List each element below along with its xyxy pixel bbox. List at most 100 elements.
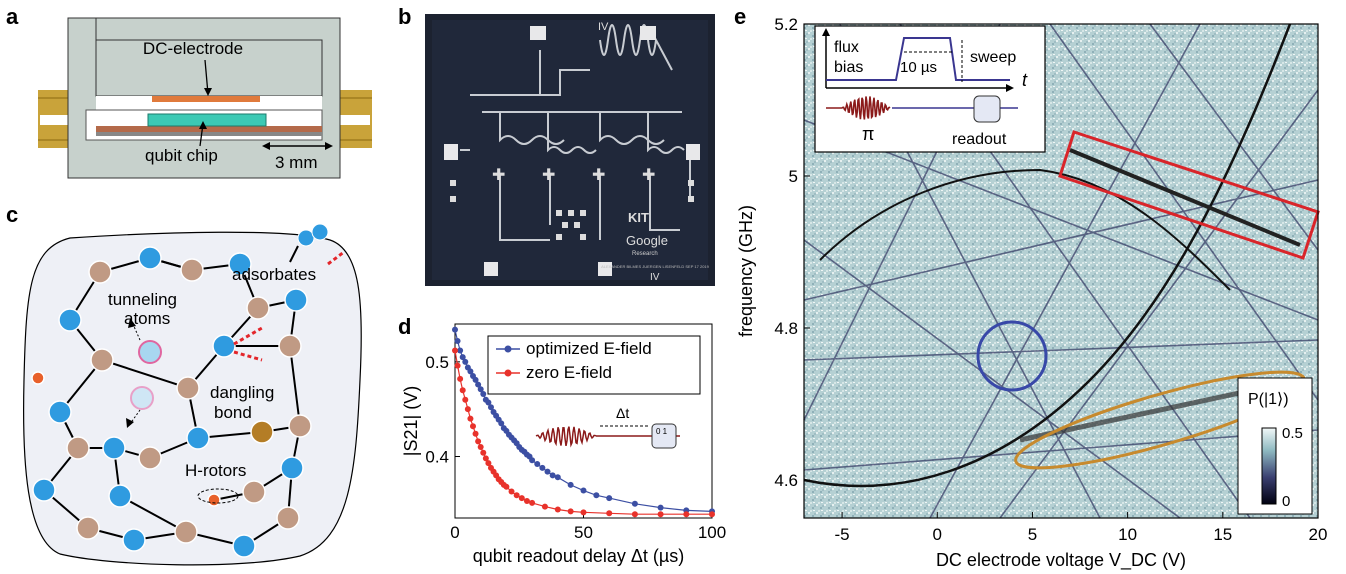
chip-signature: ALEXANDER BILMES JUERGEN LISENFELD SEP 1… (601, 264, 710, 269)
d-inset-readout: 0 1 (656, 427, 668, 436)
lattice-atom (176, 376, 200, 400)
plot-d: 0 50 100 0.4 0.5 qubit readout delay Δt (µs) |… (401, 323, 726, 566)
d-legend-entry: zero E-field (526, 363, 612, 382)
lattice-atom (232, 534, 256, 558)
d-data-point (541, 503, 548, 510)
label-tunneling-2: atoms (124, 309, 170, 328)
panel-b: b ✚ ✚ ✚ (398, 4, 715, 286)
d-data-point (464, 406, 471, 413)
d-data-point (518, 495, 525, 502)
d-data-point (529, 499, 536, 506)
d-data-point (544, 468, 551, 475)
panel-d: d 0 50 100 0.4 0.5 qubit readout delay Δt (µs… (398, 314, 726, 566)
plot-e-frame (803, 23, 1319, 519)
panel-letter-c: c (6, 202, 18, 227)
logo-google-sub: Research (632, 251, 658, 257)
d-data-point (549, 472, 556, 479)
d-data-point (523, 497, 530, 504)
lattice-atom (288, 414, 312, 438)
dangling-bond-marks (233, 250, 345, 362)
d-data-point (534, 461, 541, 468)
lattice-atom (250, 420, 274, 444)
e-ylabel: frequency (GHz) (736, 205, 756, 337)
d-data-point (469, 423, 476, 430)
d-data-point (454, 338, 461, 345)
panel-c: c tunneling atoms adsorbates dangling bo… (6, 202, 362, 566)
e-xtick-label: 5 (1028, 525, 1037, 544)
d-data-point (554, 506, 561, 513)
e-ytick-label: 5 (789, 167, 798, 186)
e-colorbar: P(|1⟩) 0.5 0 (1237, 377, 1313, 515)
e-xtick-label: -5 (835, 525, 850, 544)
d-inset-pulse: Δt 0 1 (535, 405, 680, 449)
d-data-point (472, 430, 479, 437)
tunneling-atom-1 (138, 340, 162, 364)
lattice-atom (174, 520, 198, 544)
lattice-atom (58, 308, 82, 332)
inset-pi: π (862, 124, 874, 144)
d-data-point (477, 386, 484, 393)
d-inset-delay: Δt (616, 405, 629, 421)
d-xtick-label: 0 (450, 523, 459, 542)
lattice-atom (242, 480, 266, 504)
lattice-atom (212, 334, 236, 358)
d-xlabel: qubit readout delay Δt (µs) (473, 546, 685, 566)
d-data-point (459, 354, 466, 361)
d-data-point (631, 500, 638, 507)
e-xtick-label: 0 (933, 525, 942, 544)
logo-google: Google (626, 233, 668, 248)
inset-flux-2: bias (834, 59, 863, 76)
d-ytick-label: 0.4 (425, 447, 449, 466)
d-data-point (459, 387, 466, 394)
d-data-point (513, 492, 520, 499)
inset-readout: readout (952, 131, 1007, 148)
lattice-atom (278, 334, 302, 358)
e-xtick-label: 10 (1118, 525, 1137, 544)
lattice-atom (122, 528, 146, 552)
lattice-atom (48, 400, 72, 424)
label-dc-electrode: DC-electrode (143, 39, 243, 58)
d-data-point (452, 347, 458, 354)
panel-e: e -5 0 5 10 15 20 4.6 4.8 5 5.2 DC electrode volta… (734, 4, 1327, 571)
e-xlabel: DC electrode voltage V_DC (V) (936, 550, 1186, 571)
panel-letter-e: e (734, 4, 746, 29)
d-data-point (657, 511, 664, 518)
plot-e: -5 0 5 10 15 20 4.6 4.8 5 5.2 DC electrode voltage… (736, 15, 1327, 571)
d-data-point (539, 464, 546, 471)
d-data-point (467, 368, 474, 375)
connector-right (340, 90, 372, 148)
label-tunneling-1: tunneling (108, 290, 177, 309)
d-data-point (709, 511, 715, 518)
d-data-point (462, 396, 469, 403)
d-data-point (503, 483, 510, 490)
inset-time: 10 µs (900, 59, 937, 76)
defect-arc (819, 168, 1231, 291)
highlight-box-red (1058, 130, 1320, 260)
lattice-atom (207, 493, 221, 507)
d-data-point (567, 508, 574, 515)
connector-left (38, 90, 68, 148)
d-data-point (462, 358, 469, 365)
inset-flux-1: flux (834, 39, 859, 56)
lattice-atom (280, 456, 304, 480)
colorbar-title: P(|1⟩) (1248, 391, 1289, 408)
inset-t: t (1022, 70, 1028, 90)
colorbar-tick: 0.5 (1282, 425, 1303, 442)
d-data-point (631, 511, 638, 518)
e-ytick-label: 4.6 (774, 471, 798, 490)
d-data-point (606, 495, 613, 502)
defect-cluster (1069, 148, 1301, 247)
d-data-point (472, 376, 479, 383)
d-xtick-label: 50 (574, 523, 593, 542)
label-adsorbates: adsorbates (232, 265, 316, 284)
svg-text:✚: ✚ (542, 167, 555, 184)
label-dangling-2: bond (214, 403, 252, 422)
logo-kit: KIT (628, 210, 649, 225)
d-data-point (452, 326, 458, 333)
d-data-point (593, 492, 600, 499)
d-data-point (487, 404, 494, 411)
tunneling-atom-2 (130, 386, 154, 410)
d-data-point (454, 362, 461, 369)
d-legend: optimized E-field zero E-field (487, 335, 701, 395)
